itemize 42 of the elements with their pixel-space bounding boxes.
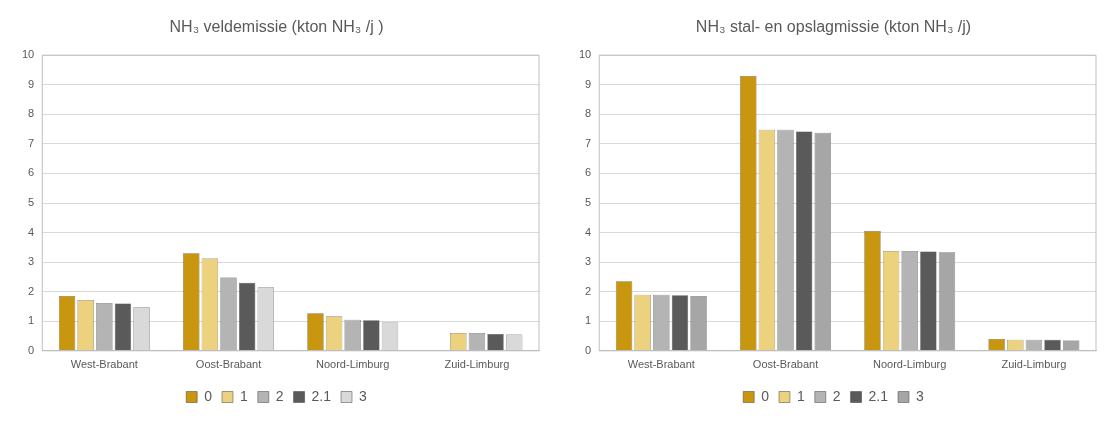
y-tick-label: 7 [585, 136, 592, 149]
y-tick-label: 8 [585, 107, 592, 120]
x-tick-label: Noord-Limburg [316, 358, 390, 371]
y-tick-label: 4 [28, 225, 35, 238]
y-tick-label: 1 [585, 314, 592, 327]
x-tick-label: Noord-Limburg [873, 358, 947, 371]
y-tick-label: 3 [585, 255, 592, 268]
legend-label: 1 [239, 387, 248, 404]
y-tick-label: 10 [21, 48, 35, 61]
legend-label: 2 [832, 387, 841, 404]
chart-title: NH₃ veldemissie (kton NH₃ /j ) [169, 18, 384, 36]
x-tick-label: West-Brabant [70, 358, 138, 371]
y-tick-label: 10 [578, 48, 592, 61]
y-tick-label: 0 [28, 343, 35, 356]
x-tick-label: Oost-Brabant [752, 358, 819, 371]
y-tick-label: 1 [28, 314, 35, 327]
x-tick-label: Oost-Brabant [195, 358, 262, 371]
legend-label: 2.1 [311, 387, 332, 404]
y-tick-label: 4 [585, 225, 592, 238]
y-tick-label: 6 [585, 166, 592, 179]
legend-label: 2 [275, 387, 284, 404]
y-tick-label: 5 [28, 196, 35, 209]
legend-label: 0 [761, 387, 770, 404]
y-tick-label: 6 [28, 166, 35, 179]
legend-label: 0 [204, 387, 213, 404]
y-tick-label: 2 [28, 284, 35, 297]
y-tick-label: 5 [585, 196, 592, 209]
x-tick-label: Zuid-Limburg [444, 358, 510, 371]
y-tick-label: 9 [585, 77, 592, 90]
x-tick-label: West-Brabant [627, 358, 695, 371]
legend-label: 2.1 [868, 387, 889, 404]
legend-label: 1 [796, 387, 805, 404]
y-tick-label: 9 [28, 77, 35, 90]
chart-title: NH₃ stal- en opslagmissie (kton NH₃ /j) [695, 18, 972, 36]
y-tick-label: 3 [28, 255, 35, 268]
x-tick-label: Zuid-Limburg [1001, 358, 1067, 371]
y-tick-label: 2 [585, 284, 592, 297]
y-tick-label: 8 [28, 107, 35, 120]
legend-label: 3 [916, 387, 925, 404]
legend-label: 3 [359, 387, 368, 404]
y-tick-label: 7 [28, 136, 35, 149]
y-tick-label: 0 [585, 343, 592, 356]
